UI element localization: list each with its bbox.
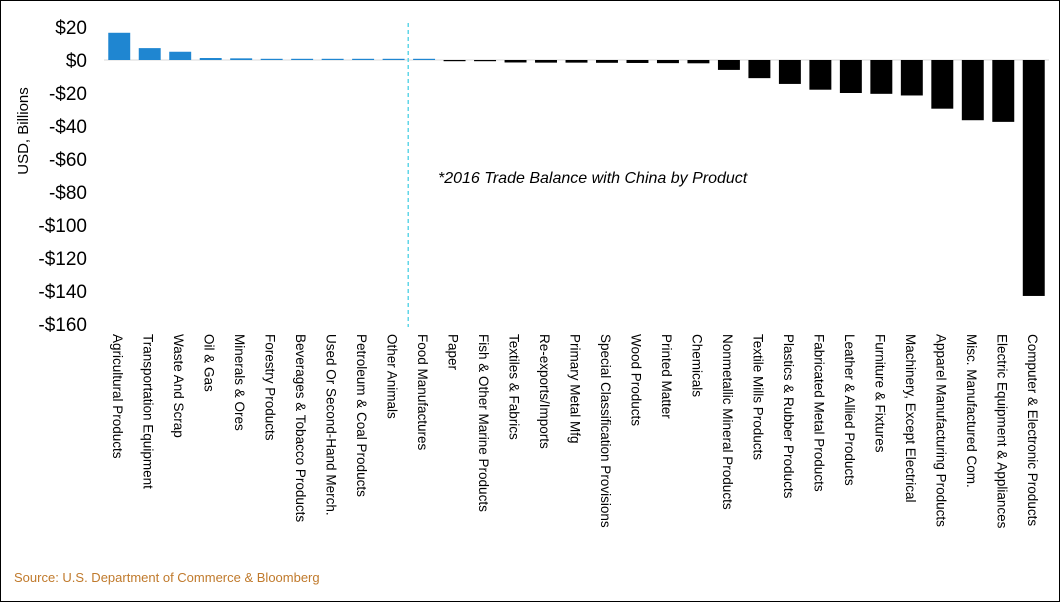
bar — [565, 60, 588, 63]
bar — [535, 60, 557, 63]
y-tick-label: $0 — [66, 51, 87, 72]
bar — [321, 58, 344, 60]
x-tick-label: Leather & Allied Products — [842, 334, 857, 486]
bar — [870, 60, 893, 94]
x-tick-label: Textiles & Fabrics — [507, 334, 522, 440]
y-tick-label: -$80 — [49, 183, 87, 204]
bar — [413, 58, 436, 60]
bar — [504, 60, 527, 63]
bar — [626, 60, 649, 63]
x-tick-label: Machinery, Except Electrical — [903, 334, 918, 503]
x-tick-label: Nonmetallic Mineral Products — [720, 334, 735, 510]
bar — [656, 60, 679, 64]
bar — [596, 60, 618, 63]
bar — [260, 58, 283, 60]
y-axis-label: USD, Billions — [15, 87, 32, 175]
x-tick-label: Printed Matter — [659, 334, 674, 419]
x-tick-label: Textile Mills Products — [750, 334, 765, 460]
chart-annotation: *2016 Trade Balance with China by Produc… — [438, 170, 748, 187]
x-tick-label: Wood Products — [628, 334, 643, 426]
x-tick-label: Waste And Scrap — [171, 334, 186, 438]
y-tick-label: -$120 — [38, 249, 87, 270]
bar — [169, 51, 192, 60]
x-tick-label: Food Manufactures — [415, 334, 430, 451]
bar — [748, 60, 771, 79]
bars — [108, 32, 1045, 296]
y-tick-label: -$100 — [38, 216, 87, 237]
x-tick-label: Agricultural Products — [110, 334, 125, 459]
bar — [230, 58, 253, 60]
x-tick-label: Minerals & Ores — [232, 334, 247, 431]
x-tick-label: Misc. Manufactured Com. — [964, 334, 979, 488]
bar — [778, 60, 801, 84]
x-tick-label: Forestry Products — [263, 334, 278, 441]
bar — [717, 60, 740, 70]
y-tick-label: -$160 — [38, 315, 87, 336]
bar — [809, 60, 832, 90]
bar — [474, 60, 497, 62]
x-tick-label: Primary Metal Mfg — [568, 334, 583, 444]
x-tick-label: Plastics & Rubber Products — [781, 334, 796, 499]
bar — [839, 60, 862, 93]
bar — [931, 60, 954, 109]
y-tick-label: $20 — [55, 18, 87, 39]
x-tick-label: Fabricated Metal Products — [811, 334, 826, 492]
bar — [961, 60, 984, 121]
x-tick-label: Oil & Gas — [202, 334, 217, 392]
x-tick-label: Other Animals — [385, 334, 400, 419]
x-tick-label: Re-exports/Imports — [537, 334, 552, 449]
x-tick-label: Beverages & Tobacco Products — [293, 334, 308, 522]
bar — [199, 58, 222, 60]
x-axis-ticks: Agricultural Products Transportation Equi… — [110, 334, 1040, 529]
x-tick-label: Apparel Manufacturing Products — [933, 334, 948, 527]
source-note: Source: U.S. Department of Commerce & Bl… — [14, 570, 320, 585]
bar — [138, 48, 161, 60]
y-tick-label: -$140 — [38, 282, 87, 303]
bar — [108, 32, 131, 60]
bar — [992, 60, 1015, 122]
x-tick-label: Furniture & Fixtures — [872, 334, 887, 453]
source-text: Source: U.S. Department of Commerce & Bl… — [14, 570, 320, 585]
y-tick-label: -$40 — [49, 117, 87, 138]
x-tick-label: Transportation Equipment — [141, 334, 156, 489]
x-tick-label: Special Classification Provisions — [598, 334, 613, 528]
y-axis-ticks: $20 $0 -$20 -$40 -$60 -$80 -$100 -$120 -$140 -$16… — [38, 18, 87, 336]
y-tick-label: -$60 — [49, 150, 87, 171]
bar — [900, 60, 923, 96]
x-tick-label: Computer & Electronic Products — [1025, 334, 1040, 526]
bar — [1022, 60, 1045, 296]
bar — [382, 58, 405, 60]
x-tick-label: Electric Equipment & Appliances — [994, 334, 1009, 529]
x-tick-label: Petroleum & Coal Products — [354, 334, 369, 497]
x-tick-label: Paper — [446, 334, 461, 371]
x-tick-label: Used Or Second-Hand Merch. — [324, 334, 339, 516]
y-tick-label: -$20 — [49, 84, 87, 105]
x-tick-label: Chemicals — [689, 334, 704, 397]
bar — [352, 58, 375, 60]
bar — [291, 58, 314, 60]
bar — [687, 60, 710, 64]
x-tick-label: Fish & Other Marine Products — [476, 334, 491, 512]
bar — [443, 60, 466, 62]
